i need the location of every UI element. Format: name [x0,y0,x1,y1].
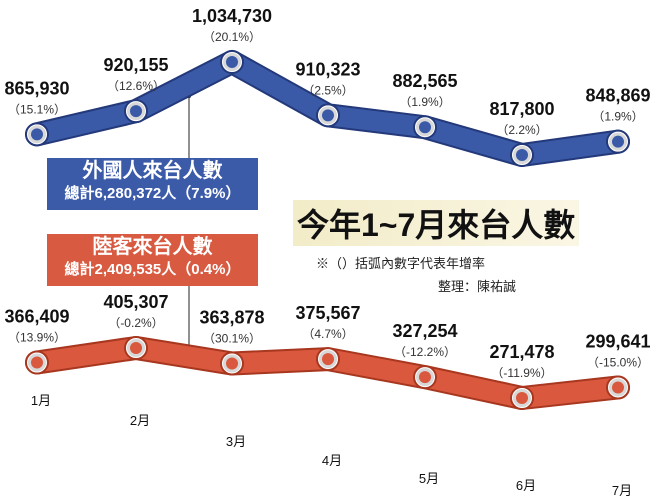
growth-label: （1.9%） [399,95,450,109]
data-point [612,381,624,394]
value-label: 865,930 [4,78,69,98]
growth-label: （1.9%） [592,110,643,124]
legend-mainland-total: 總計2,409,535人（0.4%） [64,261,241,278]
growth-label: （-11.9%） [491,366,552,380]
growth-label: （-15.0%） [587,355,649,369]
value-label: 366,409 [4,307,69,327]
data-point [226,56,238,68]
value-label: 920,155 [103,55,168,75]
data-point [130,105,142,118]
value-label: 882,565 [392,71,457,91]
data-point [419,121,431,134]
value-label: 1,034,730 [192,6,272,26]
data-point [31,356,43,369]
chart-credit: 整理：陳祐誠 [438,279,517,294]
value-label: 405,307 [103,292,168,312]
data-point [516,149,528,161]
value-label: 363,878 [199,307,264,327]
growth-label: （20.1%） [203,30,261,44]
chart-title: 今年1~7月來台人數 [293,200,580,246]
value-label: 910,323 [295,59,360,79]
data-point [612,135,624,148]
legend-mainland-name: 陸客來台人數 [92,236,213,258]
growth-label: （30.1%） [203,331,261,345]
value-label: 271,478 [489,342,554,362]
value-label: 817,800 [489,99,554,119]
growth-label: （13.9%） [8,331,66,345]
legend-foreign-name: 外國人來台人數 [82,160,223,182]
chart-note: ※（）括弧內數字代表年增率 [316,256,486,271]
value-label: 299,641 [585,331,650,351]
data-point [130,342,142,354]
month-label: 5月 [419,471,439,486]
data-point [226,357,238,370]
legend-mainland: 陸客來台人數 總計2,409,535人（0.4%） [47,234,258,286]
legend-foreign-total: 總計6,280,372人（7.9%） [64,185,241,202]
month-label: 3月 [226,434,246,449]
growth-label: （-0.2%） [108,316,163,330]
growth-label: （2.5%） [302,83,353,97]
month-label: 6月 [516,478,536,493]
month-label: 2月 [130,413,150,428]
growth-label: （-12.2%） [394,345,456,359]
month-label: 1月 [31,393,51,408]
growth-label: （12.6%） [107,79,165,93]
legend-foreign: 外國人來台人數 總計6,280,372人（7.9%） [47,158,258,210]
data-point [516,392,528,404]
month-label: 4月 [322,453,342,468]
value-label: 327,254 [392,321,457,341]
value-label: 375,567 [295,303,360,323]
value-label: 848,869 [585,86,650,106]
growth-label: （4.7%） [302,327,353,341]
month-label: 7月 [612,483,632,498]
data-point [322,353,334,366]
growth-label: （15.1%） [8,102,66,116]
data-point [322,109,334,122]
data-point [419,371,431,384]
growth-label: （2.2%） [496,123,547,137]
data-point [31,128,43,141]
